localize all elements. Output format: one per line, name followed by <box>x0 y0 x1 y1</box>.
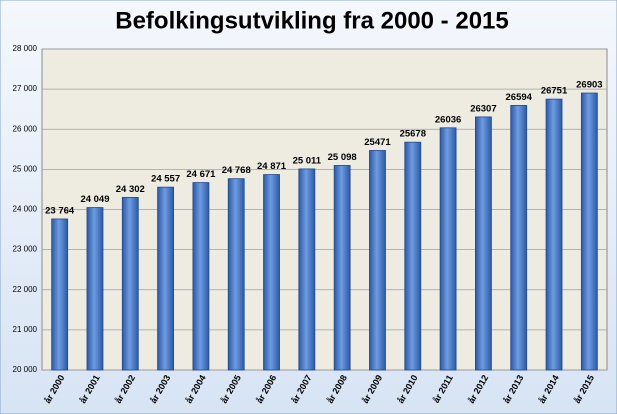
value-label: 25678 <box>400 129 426 140</box>
value-label: 23 764 <box>45 205 75 216</box>
value-label: 26307 <box>470 103 496 114</box>
value-label: 24 671 <box>186 169 216 180</box>
y-tick-label: 25 000 <box>13 164 38 173</box>
bar <box>510 105 528 371</box>
bar <box>298 168 316 371</box>
value-label: 24 871 <box>257 161 287 172</box>
value-label: 25471 <box>364 137 391 148</box>
bar <box>545 98 563 371</box>
bar <box>475 116 492 371</box>
bar <box>157 186 174 371</box>
bar <box>333 165 351 371</box>
y-tick-label: 24 000 <box>13 205 38 214</box>
bar <box>192 182 210 371</box>
y-tick-label: 21 000 <box>13 325 38 334</box>
bar <box>263 174 280 371</box>
value-label: 24 768 <box>222 165 251 176</box>
bar <box>227 178 245 371</box>
bar <box>369 150 386 371</box>
value-label: 26594 <box>506 92 533 103</box>
y-tick-label: 28 000 <box>13 44 38 53</box>
value-label: 24 302 <box>116 184 145 195</box>
value-label: 25 098 <box>328 152 357 163</box>
value-label: 25 011 <box>293 155 322 166</box>
value-label: 26903 <box>576 80 602 91</box>
value-label: 24 557 <box>151 174 180 185</box>
bar <box>580 92 598 371</box>
y-tick-label: 20 000 <box>13 365 38 374</box>
y-tick-label: 23 000 <box>13 245 38 254</box>
value-label: 26751 <box>541 86 568 97</box>
y-tick-label: 27 000 <box>13 84 38 93</box>
bar <box>86 207 104 371</box>
value-label: 24 049 <box>80 194 109 205</box>
value-label: 26036 <box>435 114 461 125</box>
y-tick-label: 26 000 <box>13 124 38 133</box>
bar <box>439 127 457 371</box>
y-tick-label: 22 000 <box>13 285 38 294</box>
chart-title: Befolkingsutvikling fra 2000 - 2015 <box>115 7 508 34</box>
bar <box>51 218 69 371</box>
bar <box>404 141 422 371</box>
bar <box>121 196 139 371</box>
